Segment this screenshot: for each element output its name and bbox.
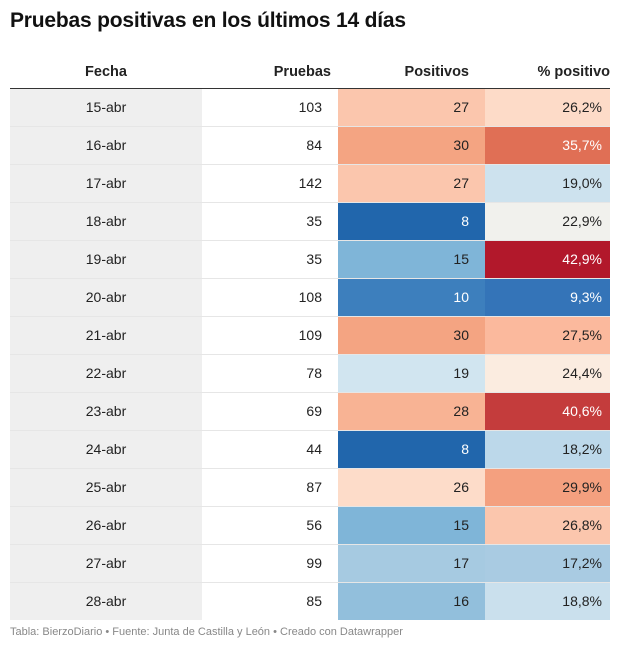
cell-porcentaje-positivo: 27,5% (485, 317, 610, 354)
cell-porcentaje-positivo: 22,9% (485, 203, 610, 240)
cell-positivos: 19 (338, 355, 485, 392)
table-row: 23-abr 69 28 40,6% (10, 393, 610, 431)
cell-porcentaje-positivo: 19,0% (485, 165, 610, 202)
cell-porcentaje-positivo: 26,8% (485, 507, 610, 544)
table-row: 15-abr 103 27 26,2% (10, 89, 610, 127)
table-row: 19-abr 35 15 42,9% (10, 241, 610, 279)
cell-fecha: 27-abr (10, 545, 202, 582)
column-header-pruebas: Pruebas (273, 64, 331, 80)
cell-porcentaje-positivo: 9,3% (485, 279, 610, 316)
table-row: 21-abr 109 30 27,5% (10, 317, 610, 355)
cell-pruebas: 99 (306, 555, 322, 571)
table-row: 28-abr 85 16 18,8% (10, 583, 610, 620)
cell-pruebas: 142 (298, 175, 322, 191)
cell-fecha: 20-abr (10, 279, 202, 316)
cell-positivos: 28 (338, 393, 485, 430)
table-row: 16-abr 84 30 35,7% (10, 127, 610, 165)
table-row: 18-abr 35 8 22,9% (10, 203, 610, 241)
cell-fecha: 28-abr (10, 583, 202, 620)
cell-pruebas: 103 (298, 99, 322, 115)
column-header-fecha: Fecha (85, 64, 127, 80)
cell-fecha: 22-abr (10, 355, 202, 392)
chart-title: Pruebas positivas en los últimos 14 días (10, 9, 406, 32)
column-header-porcentaje: % positivo (537, 64, 610, 80)
cell-positivos: 26 (338, 469, 485, 506)
table-row: 20-abr 108 10 9,3% (10, 279, 610, 317)
cell-porcentaje-positivo: 24,4% (485, 355, 610, 392)
cell-positivos: 8 (338, 203, 485, 240)
cell-fecha: 16-abr (10, 127, 202, 164)
cell-porcentaje-positivo: 18,8% (485, 583, 610, 620)
cell-porcentaje-positivo: 40,6% (485, 393, 610, 430)
cell-porcentaje-positivo: 18,2% (485, 431, 610, 468)
cell-positivos: 8 (338, 431, 485, 468)
table-row: 27-abr 99 17 17,2% (10, 545, 610, 583)
cell-positivos: 30 (338, 127, 485, 164)
cell-positivos: 30 (338, 317, 485, 354)
table-row: 25-abr 87 26 29,9% (10, 469, 610, 507)
cell-pruebas: 84 (306, 137, 322, 153)
cell-pruebas: 35 (306, 213, 322, 229)
table-header: Fecha Pruebas Positivos % positivo (10, 60, 610, 86)
cell-fecha: 23-abr (10, 393, 202, 430)
cell-positivos: 27 (338, 165, 485, 202)
cell-pruebas: 56 (306, 517, 322, 533)
cell-fecha: 17-abr (10, 165, 202, 202)
cell-pruebas: 85 (306, 593, 322, 609)
table-row: 26-abr 56 15 26,8% (10, 507, 610, 545)
column-header-positivos: Positivos (404, 64, 469, 80)
cell-pruebas: 69 (306, 403, 322, 419)
table-row: 24-abr 44 8 18,2% (10, 431, 610, 469)
cell-porcentaje-positivo: 26,2% (485, 89, 610, 126)
cell-porcentaje-positivo: 35,7% (485, 127, 610, 164)
cell-positivos: 27 (338, 89, 485, 126)
cell-pruebas: 108 (298, 289, 322, 305)
table-row: 22-abr 78 19 24,4% (10, 355, 610, 393)
cell-porcentaje-positivo: 29,9% (485, 469, 610, 506)
cell-positivos: 15 (338, 241, 485, 278)
cell-positivos: 15 (338, 507, 485, 544)
cell-porcentaje-positivo: 42,9% (485, 241, 610, 278)
cell-fecha: 21-abr (10, 317, 202, 354)
cell-positivos: 16 (338, 583, 485, 620)
table-row: 17-abr 142 27 19,0% (10, 165, 610, 203)
cell-positivos: 17 (338, 545, 485, 582)
cell-fecha: 25-abr (10, 469, 202, 506)
cell-fecha: 15-abr (10, 89, 202, 126)
cell-pruebas: 109 (298, 327, 322, 343)
cell-positivos: 10 (338, 279, 485, 316)
source-footer: Tabla: BierzoDiario • Fuente: Junta de C… (10, 626, 403, 638)
table-body: 15-abr 103 27 26,2% 16-abr 84 30 35,7% 17-abr 142… (10, 88, 610, 620)
cell-pruebas: 44 (306, 441, 322, 457)
cell-pruebas: 35 (306, 251, 322, 267)
cell-fecha: 19-abr (10, 241, 202, 278)
cell-fecha: 26-abr (10, 507, 202, 544)
cell-pruebas: 78 (306, 365, 322, 381)
cell-pruebas: 87 (306, 479, 322, 495)
cell-fecha: 18-abr (10, 203, 202, 240)
cell-porcentaje-positivo: 17,2% (485, 545, 610, 582)
cell-fecha: 24-abr (10, 431, 202, 468)
